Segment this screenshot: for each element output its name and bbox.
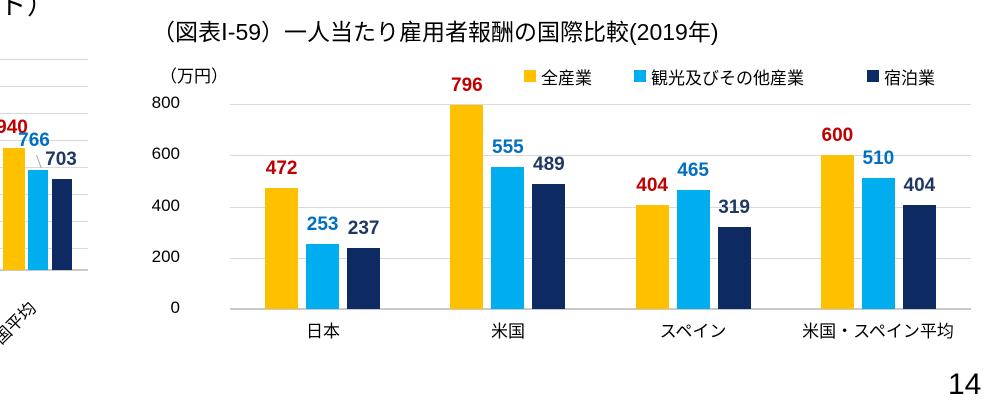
gridline <box>230 104 971 105</box>
bar-米国-全産業 <box>450 105 484 309</box>
chart-title: （図表Ⅰ-59）一人当たり雇用者報酬の国際比較(2019年) <box>152 19 719 45</box>
clipped-title-fragment: ド） <box>0 0 54 20</box>
gridline <box>230 206 971 208</box>
x-axis-line <box>0 269 88 271</box>
category-label-japan: 日本 <box>306 322 340 341</box>
value-label: 555 <box>492 136 524 158</box>
bar-日本-全産業 <box>265 188 299 309</box>
gridline <box>0 59 88 60</box>
bar-日本-宿泊業 <box>347 248 381 309</box>
legend-swatch-icon <box>867 70 879 82</box>
left-fragment-chart: ド） 940 766 703 国平均 <box>0 0 100 409</box>
value-label: 766 <box>18 130 50 151</box>
bar-スペイン-宿泊業 <box>717 227 751 309</box>
value-label: 237 <box>347 218 380 240</box>
bar-米国-観光及びその他産業 <box>491 166 525 309</box>
legend-item-tourism-other-industries: 観光及びその他産業 <box>634 66 804 88</box>
legend-item-lodging-industry: 宿泊業 <box>867 66 935 88</box>
y-axis-tick-label: 400 <box>151 195 180 215</box>
gridline <box>0 113 88 114</box>
bar-clipped-2 <box>52 178 72 270</box>
value-label: 253 <box>306 214 339 236</box>
gridline <box>0 86 88 87</box>
y-axis-tick-label: 0 <box>170 298 180 317</box>
category-label-usa-spain-average: 米国・スペイン平均 <box>802 322 954 341</box>
y-axis-tick-label: 200 <box>151 246 180 266</box>
bar-米国・スペイン平均-宿泊業 <box>902 205 936 309</box>
value-label: 465 <box>677 159 709 181</box>
bar-米国・スペイン平均-全産業 <box>820 155 854 309</box>
category-label-spain: スペイン <box>659 322 727 341</box>
bar-米国・スペイン平均-観光及びその他産業 <box>861 178 895 309</box>
legend-label: 観光及びその他産業 <box>651 68 804 88</box>
bar-スペイン-全産業 <box>635 205 669 309</box>
legend-item-all-industries: 全産業 <box>524 66 592 88</box>
x-axis-line <box>230 308 971 310</box>
gridline <box>230 155 971 157</box>
bar-米国-宿泊業 <box>532 183 566 309</box>
value-label: 796 <box>451 75 483 97</box>
gridline <box>0 167 88 168</box>
left-category-label-rotated: 国平均 <box>0 298 41 348</box>
gridline <box>230 257 971 259</box>
page-number: 14 <box>948 368 982 401</box>
value-label: 510 <box>862 148 895 170</box>
legend-swatch-icon <box>634 70 646 82</box>
legend-swatch-icon <box>524 70 536 82</box>
value-label: 600 <box>821 125 854 147</box>
value-label: 472 <box>265 158 298 180</box>
value-label: 940 <box>0 117 28 138</box>
bar-日本-観光及びその他産業 <box>306 244 340 309</box>
y-axis-unit-label: （万円） <box>160 67 228 86</box>
value-label: 404 <box>903 175 936 197</box>
y-axis-tick-label: 800 <box>151 93 180 112</box>
bar-clipped-0 <box>3 147 25 270</box>
legend-label: 全産業 <box>541 68 592 88</box>
value-label: 489 <box>533 153 565 175</box>
y-axis-tick-label: 600 <box>151 144 180 164</box>
category-label-usa: 米国 <box>491 322 525 341</box>
value-label: 703 <box>45 149 77 170</box>
value-label: 404 <box>636 175 668 197</box>
bar-clipped-1 <box>28 170 48 270</box>
legend-label: 宿泊業 <box>884 68 935 88</box>
bar-スペイン-観光及びその他産業 <box>676 189 710 309</box>
value-label: 319 <box>718 197 750 219</box>
gridline <box>0 140 88 141</box>
